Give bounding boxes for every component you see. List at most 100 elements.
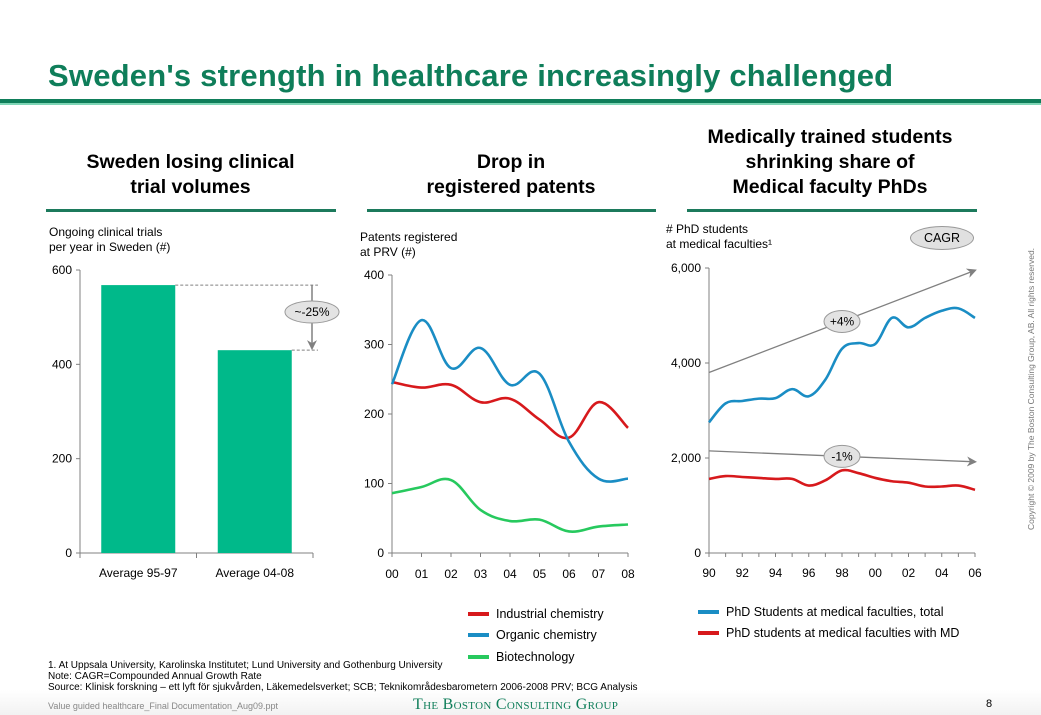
legend-item: Biotechnology	[468, 646, 604, 668]
ylabel-line: Patents registered	[360, 230, 458, 244]
panel-3-heading: Medically trained students shrinking sha…	[680, 125, 980, 200]
x-tick-label: 02	[444, 567, 458, 581]
legend-swatch	[468, 611, 489, 616]
trend-badge	[823, 444, 861, 468]
legend-swatch	[468, 654, 489, 659]
series-line-industrial-chemistry	[391, 380, 629, 440]
y-tick-label: 6,000	[671, 261, 701, 275]
x-tick-label: 06	[968, 566, 982, 580]
y-tick-label: 300	[364, 338, 384, 352]
chart-3-ylabel: # PhD students at medical faculties¹	[666, 222, 772, 252]
panel-2-heading-line: Drop in	[476, 151, 546, 173]
legend-label: Organic chemistry	[496, 628, 597, 643]
legend-item: PhD students at medical faculties with M…	[698, 623, 959, 645]
x-tick-label: 05	[533, 567, 547, 581]
ylabel-line: # PhD students	[666, 222, 749, 236]
bar	[217, 350, 292, 553]
x-tick-label: 00	[869, 566, 883, 580]
x-tick-label: 07	[592, 567, 606, 581]
chart-1-ylabel: Ongoing clinical trials per year in Swed…	[49, 225, 170, 255]
legend-swatch	[698, 631, 719, 636]
legend-item: PhD Students at medical faculties, total	[698, 601, 959, 623]
series-line-organic-chemistry	[390, 318, 629, 483]
series-line-phd-students-at-medical-faculties-with-md	[708, 468, 976, 492]
chart-3-legend: PhD Students at medical faculties, total…	[698, 601, 959, 644]
y-tick-label: 400	[364, 268, 384, 282]
panel-3-rule	[687, 209, 977, 212]
footnote-1: 1. At Uppsala University, Karolinska Ins…	[48, 660, 443, 671]
panel-2-heading: Drop in registered patents	[366, 150, 656, 200]
footer-strip	[0, 690, 1041, 715]
legend-swatch	[468, 633, 489, 638]
ylabel-line: at medical faculties¹	[666, 237, 773, 251]
title-rule-light	[0, 103, 1041, 105]
panel-3-heading-line: shrinking share of	[745, 151, 915, 173]
x-tick-label: 06	[562, 567, 576, 581]
ylabel-line: Ongoing clinical trials	[49, 225, 163, 239]
legend-label: PhD students at medical faculties with M…	[726, 626, 960, 641]
chart-patents: 0 100 200 300 400 00 01 02 03 04 05 06 07 08	[364, 268, 635, 581]
legend-label: Biotechnology	[496, 649, 575, 664]
trend-badge	[823, 309, 861, 333]
panel-3-heading-line: Medical faculty PhDs	[732, 176, 928, 198]
change-badge-label: ~-25%	[294, 305, 329, 319]
chart-2-ylabel: Patents registered at PRV (#)	[360, 230, 457, 260]
series-line-biotechnology	[391, 477, 629, 533]
x-tick-label: 92	[736, 566, 750, 580]
slide-title: Sweden's strength in healthcare increasi…	[48, 58, 894, 93]
x-tick-label: 02	[902, 566, 916, 580]
ylabel-line: at PRV (#)	[360, 245, 416, 259]
ylabel-line: per year in Sweden (#)	[49, 240, 171, 254]
panel-1-heading-line: Sweden losing clinical	[86, 151, 295, 173]
y-tick-label: 4,000	[671, 356, 701, 370]
panel-1-rule	[46, 209, 336, 212]
panel-2-heading-line: registered patents	[426, 176, 596, 198]
panel-2-rule	[367, 209, 656, 212]
brand-logo: The Boston Consulting Group	[413, 696, 619, 713]
cagr-badge: CAGR	[910, 226, 974, 250]
trend-badge-label: +4%	[830, 314, 855, 328]
series-line-phd-students-at-medical-faculties-total	[707, 306, 976, 424]
panel-3-heading-line: Medically trained students	[707, 126, 953, 148]
legend-item: Industrial chemistry	[468, 603, 604, 625]
y-tick-label: 200	[364, 407, 384, 421]
trend-badge-label: -1%	[831, 449, 853, 463]
bar	[101, 285, 176, 553]
title-rule	[0, 99, 1041, 103]
y-tick-label: 400	[52, 357, 72, 371]
footnote-source: Source: Klinisk forskning – ett lyft för…	[48, 682, 638, 693]
legend-label: Industrial chemistry	[496, 606, 604, 621]
chart-phd-students: 0 2,000 4,000 6,000 90 92 94 96 98 00 02 04 06 +4% -1%	[671, 261, 982, 580]
x-tick-label: 01	[415, 567, 429, 581]
y-tick-label: 600	[52, 263, 72, 277]
y-tick-label: 2,000	[671, 451, 701, 465]
copyright-notice: Copyright © 2009 by The Boston Consultin…	[1026, 247, 1036, 530]
legend-swatch	[698, 609, 719, 614]
chart-clinical-trials: 0 200 400 600 Average 95-97 Average 04-08 ~-25…	[52, 263, 340, 580]
x-tick-label: 08	[621, 567, 635, 581]
page-number: 8	[986, 698, 993, 710]
panel-1-heading-line: trial volumes	[130, 176, 251, 198]
y-tick-label: 0	[694, 546, 701, 560]
x-tick-label: 03	[474, 567, 488, 581]
panel-1-heading: Sweden losing clinical trial volumes	[48, 150, 333, 200]
footnote-note: Note: CAGR=Compounded Annual Growth Rate	[48, 671, 262, 682]
x-tick-label: 04	[935, 566, 949, 580]
x-tick-label: 00	[385, 567, 399, 581]
x-tick-label: 90	[702, 566, 716, 580]
legend-label: PhD Students at medical faculties, total	[726, 604, 944, 619]
chart-2-legend: Industrial chemistry Organic chemistry Bio…	[468, 603, 604, 668]
file-name: Value guided healthcare_Final Documentat…	[48, 701, 278, 711]
y-tick-label: 200	[52, 452, 72, 466]
x-tick-label: 96	[802, 566, 816, 580]
x-tick-label: 94	[769, 566, 783, 580]
x-tick-label: 98	[835, 566, 849, 580]
x-tick-label: Average 95-97	[99, 566, 178, 580]
change-badge	[284, 300, 340, 324]
y-tick-label: 0	[377, 546, 384, 560]
x-tick-label: Average 04-08	[215, 566, 294, 580]
x-tick-label: 04	[503, 567, 517, 581]
y-tick-label: 0	[65, 546, 72, 560]
y-tick-label: 100	[364, 477, 384, 491]
